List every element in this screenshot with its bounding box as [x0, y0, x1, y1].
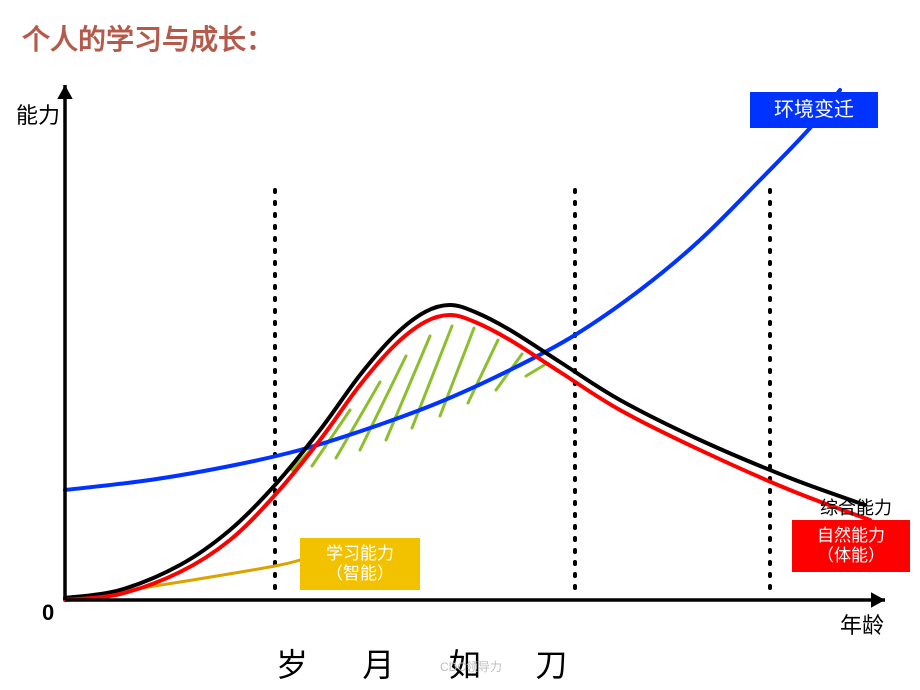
- env-label-text: 环境变迁: [774, 98, 854, 122]
- learn-label-line1: 学习能力: [326, 544, 394, 564]
- y-axis-label: 能力: [16, 98, 60, 130]
- watermark-text: CDC领导力: [440, 658, 502, 675]
- bottom-big-text: 岁 月 如 刀: [276, 640, 578, 686]
- origin-label: 0: [42, 600, 54, 626]
- learn-label-line2: （智能）: [326, 564, 394, 584]
- natural-label-box: 自然能力 （体能）: [792, 520, 910, 572]
- learn-label-box: 学习能力 （智能）: [300, 538, 420, 590]
- combined-label: 综合能力: [820, 494, 892, 520]
- natural-label-line2: （体能）: [817, 546, 885, 566]
- natural-label-line1: 自然能力: [817, 526, 885, 546]
- env-label-box: 环境变迁: [750, 92, 878, 128]
- x-axis-label: 年龄: [840, 608, 884, 640]
- chart-stage: 个人的学习与成长： 能力 年龄 0 环境变迁 学习能力 （智能） 自然能力 （体…: [0, 0, 920, 690]
